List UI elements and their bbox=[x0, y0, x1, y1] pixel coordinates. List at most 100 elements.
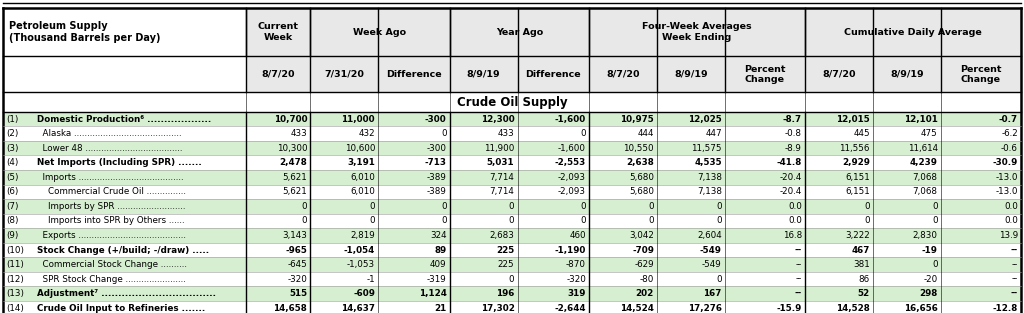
Text: 298: 298 bbox=[920, 289, 938, 298]
Bar bbox=[3, 8, 246, 56]
Text: 381: 381 bbox=[853, 260, 869, 269]
Text: --: -- bbox=[1011, 289, 1018, 298]
Text: -20: -20 bbox=[924, 275, 938, 284]
Text: --: -- bbox=[796, 260, 802, 269]
Text: 11,900: 11,900 bbox=[484, 144, 514, 153]
Text: -41.8: -41.8 bbox=[776, 158, 802, 167]
Bar bbox=[3, 199, 1021, 213]
Text: -80: -80 bbox=[640, 275, 654, 284]
Text: 21: 21 bbox=[434, 304, 446, 313]
Text: 5,680: 5,680 bbox=[629, 173, 654, 182]
Text: 10,550: 10,550 bbox=[624, 144, 654, 153]
Text: 16,656: 16,656 bbox=[904, 304, 938, 313]
Text: 2,604: 2,604 bbox=[697, 231, 722, 240]
Bar bbox=[3, 184, 1021, 199]
Text: 3,143: 3,143 bbox=[283, 231, 307, 240]
Text: 409: 409 bbox=[430, 260, 446, 269]
Text: 0: 0 bbox=[370, 202, 375, 211]
Text: Year Ago: Year Ago bbox=[496, 28, 543, 37]
Text: 6,010: 6,010 bbox=[350, 187, 375, 196]
Text: Current
Week: Current Week bbox=[258, 23, 299, 42]
Text: 432: 432 bbox=[358, 129, 375, 138]
Text: 52: 52 bbox=[858, 289, 869, 298]
Text: 12,025: 12,025 bbox=[688, 115, 722, 124]
Text: (11): (11) bbox=[6, 260, 24, 269]
Text: Domestic Production⁶ ...................: Domestic Production⁶ ................... bbox=[37, 115, 211, 124]
Text: -0.8: -0.8 bbox=[785, 129, 802, 138]
Text: Percent
Change: Percent Change bbox=[744, 65, 785, 84]
Text: -1,600: -1,600 bbox=[555, 115, 586, 124]
Text: -8.9: -8.9 bbox=[785, 144, 802, 153]
Text: 3,222: 3,222 bbox=[845, 231, 869, 240]
Text: 10,600: 10,600 bbox=[344, 144, 375, 153]
Text: -300: -300 bbox=[425, 115, 446, 124]
Text: 5,031: 5,031 bbox=[486, 158, 514, 167]
Text: (Thousand Barrels per Day): (Thousand Barrels per Day) bbox=[9, 33, 161, 43]
Text: 12,101: 12,101 bbox=[904, 115, 938, 124]
Text: --: -- bbox=[1011, 245, 1018, 254]
Text: SPR Stock Change .......................: SPR Stock Change ....................... bbox=[37, 275, 185, 284]
Text: 0: 0 bbox=[509, 216, 514, 225]
Text: (10): (10) bbox=[6, 245, 25, 254]
Text: 4,535: 4,535 bbox=[694, 158, 722, 167]
Text: 0: 0 bbox=[648, 202, 654, 211]
Text: -709: -709 bbox=[632, 245, 654, 254]
Text: 0: 0 bbox=[932, 260, 938, 269]
Text: 0: 0 bbox=[716, 202, 722, 211]
Text: -2,093: -2,093 bbox=[558, 173, 586, 182]
Text: Imports by SPR ..........................: Imports by SPR .........................… bbox=[37, 202, 185, 211]
Bar bbox=[3, 301, 1021, 313]
Text: 6,010: 6,010 bbox=[350, 173, 375, 182]
Text: 225: 225 bbox=[497, 245, 514, 254]
Text: -300: -300 bbox=[427, 144, 446, 153]
Bar bbox=[3, 155, 1021, 170]
Text: -20.4: -20.4 bbox=[779, 173, 802, 182]
Text: -0.6: -0.6 bbox=[1001, 144, 1018, 153]
Text: 2,638: 2,638 bbox=[626, 158, 654, 167]
Text: 225: 225 bbox=[498, 260, 514, 269]
Text: 6,151: 6,151 bbox=[845, 173, 869, 182]
Text: 2,683: 2,683 bbox=[489, 231, 514, 240]
Text: 202: 202 bbox=[636, 289, 654, 298]
Text: Four-Week Averages
Week Ending: Four-Week Averages Week Ending bbox=[642, 23, 752, 42]
Text: 0: 0 bbox=[932, 202, 938, 211]
Text: --: -- bbox=[796, 275, 802, 284]
Text: -2,093: -2,093 bbox=[558, 187, 586, 196]
Text: 8/7/20: 8/7/20 bbox=[261, 70, 295, 79]
Text: 475: 475 bbox=[921, 129, 938, 138]
Text: (9): (9) bbox=[6, 231, 18, 240]
Text: Crude Oil Input to Refineries .......: Crude Oil Input to Refineries ....... bbox=[37, 304, 205, 313]
Text: 5,621: 5,621 bbox=[283, 187, 307, 196]
Bar bbox=[3, 170, 1021, 184]
Text: 10,700: 10,700 bbox=[273, 115, 307, 124]
Text: -965: -965 bbox=[286, 245, 307, 254]
Text: 8/9/19: 8/9/19 bbox=[467, 70, 501, 79]
Text: -2,644: -2,644 bbox=[555, 304, 586, 313]
Text: -15.9: -15.9 bbox=[776, 304, 802, 313]
Text: 7,068: 7,068 bbox=[912, 187, 938, 196]
Text: Net Imports (Including SPR) .......: Net Imports (Including SPR) ....... bbox=[37, 158, 202, 167]
Text: 319: 319 bbox=[567, 289, 586, 298]
Bar bbox=[3, 141, 1021, 155]
Text: -629: -629 bbox=[634, 260, 654, 269]
Text: 0: 0 bbox=[302, 202, 307, 211]
Text: -1,190: -1,190 bbox=[555, 245, 586, 254]
Text: (12): (12) bbox=[6, 275, 24, 284]
Text: -30.9: -30.9 bbox=[992, 158, 1018, 167]
Text: -20.4: -20.4 bbox=[779, 187, 802, 196]
Text: 433: 433 bbox=[291, 129, 307, 138]
Text: 11,614: 11,614 bbox=[907, 144, 938, 153]
Text: --: -- bbox=[1012, 275, 1018, 284]
Text: 2,819: 2,819 bbox=[350, 231, 375, 240]
Text: Difference: Difference bbox=[386, 70, 441, 79]
Text: 447: 447 bbox=[706, 129, 722, 138]
Text: 467: 467 bbox=[851, 245, 869, 254]
Text: 0: 0 bbox=[370, 216, 375, 225]
Text: 460: 460 bbox=[569, 231, 586, 240]
Text: 86: 86 bbox=[859, 275, 869, 284]
Text: 7,138: 7,138 bbox=[696, 173, 722, 182]
Bar bbox=[3, 243, 1021, 257]
Text: 11,575: 11,575 bbox=[691, 144, 722, 153]
Text: 0: 0 bbox=[441, 202, 446, 211]
Text: (6): (6) bbox=[6, 187, 18, 196]
